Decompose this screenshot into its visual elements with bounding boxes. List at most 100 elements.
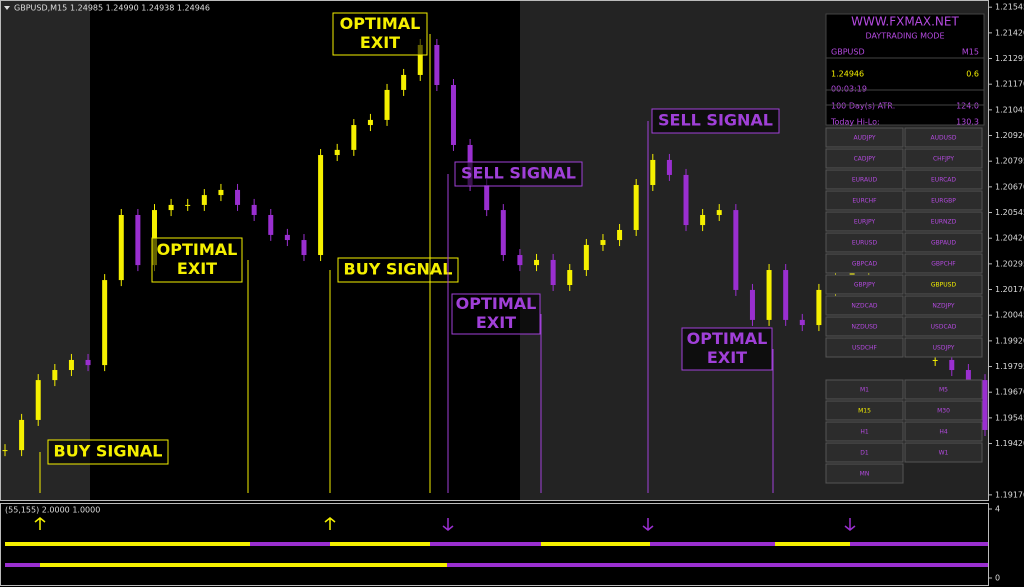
annotation-text: OPTIMAL [687,329,768,348]
y-tick-label: 1.21045 [995,105,1024,114]
button-label: EURAUD [852,177,878,184]
button[interactable]: EURUSD [825,232,904,253]
candle [85,359,91,366]
y-tick-label: 0 [995,574,1000,583]
button-bg [904,442,983,463]
y-tick-label: 1.20920 [995,131,1024,140]
annotation-box [337,257,459,283]
button-bg [904,379,983,400]
candle [965,370,971,381]
annotation-text: EXIT [707,348,747,367]
candle [35,380,41,420]
button[interactable]: USDCAD [904,316,983,337]
button[interactable]: M30 [904,400,983,421]
button-label: M5 [939,387,948,394]
button[interactable]: W1 [904,442,983,463]
candle [600,240,606,245]
button-bg [825,190,904,211]
button[interactable]: AUDJPY [825,127,904,148]
annotation-text: EXIT [476,313,516,332]
annotation-text: OPTIMAL [340,14,421,33]
candle [52,370,58,381]
candle [766,270,772,320]
button[interactable]: GBPAUD [904,232,983,253]
candle [816,289,822,326]
annotation-text: EXIT [177,259,217,278]
button-label: NZDCAD [851,303,878,310]
button[interactable]: EURNZD [904,211,983,232]
button[interactable]: H4 [904,421,983,442]
button[interactable]: NZDCAD [825,295,904,316]
button-bg [904,316,983,337]
button-bg [825,211,904,232]
button[interactable]: GBPCAD [825,253,904,274]
button[interactable]: EURJPY [825,211,904,232]
button-bg [825,295,904,316]
button[interactable]: M15 [825,400,904,421]
button[interactable]: EURAUD [825,169,904,190]
button[interactable]: EURGBP [904,190,983,211]
button-bg [825,127,904,148]
y-tick-label: 1.21545 [995,3,1024,12]
button[interactable]: GBPJPY [825,274,904,295]
button-label: H1 [860,429,869,436]
button[interactable]: GBPUSD [904,274,983,295]
candle [135,214,141,266]
candle [550,259,556,286]
button-label: M15 [858,408,871,415]
candle [384,89,390,120]
button[interactable]: NZDJPY [904,295,983,316]
button-label: MN [860,471,870,478]
button-label: CHFJPY [933,156,954,163]
candle [633,185,639,230]
button[interactable]: M5 [904,379,983,400]
signal-arrow [34,517,46,530]
candle [450,85,456,145]
y-tick-label: 1.20795 [995,157,1024,166]
annotation-text: EXIT [360,33,400,52]
button[interactable]: USDJPY [904,337,983,358]
button[interactable]: EURCAD [904,169,983,190]
candle [932,359,938,361]
candle [367,119,373,126]
candle [683,174,689,226]
button[interactable]: EURCHF [825,190,904,211]
button[interactable]: H1 [825,421,904,442]
panel-label: GBPUSD [831,48,865,57]
candle [19,419,25,451]
button[interactable]: NZDUSD [825,316,904,337]
button-bg [825,169,904,190]
button[interactable]: MN [825,463,904,484]
button[interactable]: GBPCHF [904,253,983,274]
annotation-text: SELL SIGNAL [658,111,773,130]
button[interactable]: M1 [825,379,904,400]
annotation-box [151,237,243,283]
button-label: GBPCAD [852,261,878,268]
button-bg [825,379,904,400]
button-label: EURNZD [931,219,957,226]
annotation-text: OPTIMAL [157,240,238,259]
button-label: CADJPY [854,156,876,163]
button-bg [825,400,904,421]
candle [334,149,340,156]
button-label: GBPCHF [931,261,956,268]
annotation-text: BUY SIGNAL [54,442,163,461]
candle [301,240,307,256]
button[interactable]: D1 [825,442,904,463]
panel-value: 0.6 [966,70,979,79]
button[interactable]: AUDUSD [904,127,983,148]
candle [68,359,74,371]
button-bg [904,253,983,274]
button-label: USDCAD [931,324,957,331]
button-label: NZDUSD [851,324,877,331]
button-label: W1 [939,450,949,457]
button-label: AUDUSD [931,135,957,142]
candle [716,210,722,215]
candle [102,280,108,366]
button-bg [825,232,904,253]
indicator-params: (55,155) 2.0000 1.0000 [5,506,100,515]
annotation-box [681,327,773,371]
button[interactable]: CHFJPY [904,148,983,169]
button[interactable]: CADJPY [825,148,904,169]
button[interactable]: USDCHF [825,337,904,358]
